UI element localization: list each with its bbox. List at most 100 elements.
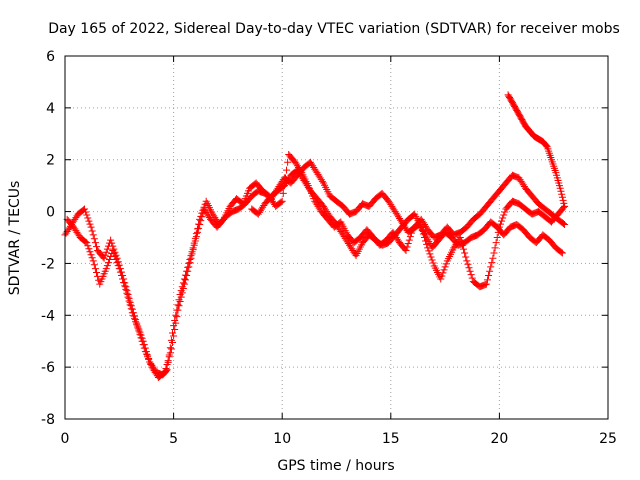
data-point [113, 259, 121, 267]
data-point [498, 217, 506, 225]
data-point [558, 190, 566, 198]
data-point [176, 297, 184, 305]
data-point [406, 233, 414, 241]
data-point [169, 339, 177, 347]
data-point [171, 326, 179, 334]
data-point [178, 289, 186, 297]
data-point [424, 244, 432, 252]
data-point [189, 246, 197, 254]
data-point [495, 223, 503, 231]
data-point [115, 265, 123, 273]
data-point [102, 265, 110, 273]
x-tick-label: 5 [169, 431, 178, 447]
x-tick-label: 20 [490, 431, 508, 447]
data-point [500, 211, 508, 219]
data-point [185, 263, 193, 271]
data-point [134, 324, 142, 332]
data-point [103, 262, 111, 270]
data-point [88, 254, 96, 262]
data-point [124, 293, 132, 301]
data-point [422, 237, 430, 245]
data-point [441, 263, 449, 271]
data-point [461, 249, 469, 257]
data-point [139, 341, 147, 349]
data-point [84, 242, 92, 250]
y-tick-label: -8 [41, 412, 55, 428]
data-point [197, 217, 205, 225]
data-point [559, 196, 567, 204]
data-point [121, 282, 129, 290]
data-point [174, 306, 182, 314]
data-point [420, 234, 428, 241]
data-point [186, 259, 194, 267]
data-point [140, 344, 148, 352]
data-point [418, 227, 426, 235]
data-point [184, 267, 192, 275]
data-point [426, 250, 434, 258]
x-tick-label: 10 [273, 431, 291, 447]
y-tick-label: 2 [46, 153, 55, 169]
x-axis-label: GPS time / hours [277, 458, 394, 474]
y-axis-label: SDTVAR / TECUs [7, 181, 23, 296]
data-point [107, 236, 115, 244]
data-point [102, 248, 110, 256]
data-point [88, 227, 96, 235]
data-point [425, 247, 433, 255]
data-point [284, 158, 292, 166]
data-point [493, 234, 501, 241]
data-point [106, 256, 114, 264]
data-point [180, 280, 188, 288]
data-point [405, 236, 413, 244]
data-point [487, 263, 495, 271]
data-point [499, 214, 507, 222]
data-point [167, 345, 175, 353]
data-point [89, 257, 97, 265]
data-point [190, 241, 198, 249]
data-point [428, 256, 436, 264]
data-point [318, 177, 326, 185]
data-point [138, 337, 146, 345]
data-point [188, 250, 196, 258]
data-point [85, 245, 93, 253]
data-point [111, 253, 119, 261]
data-point [92, 269, 100, 277]
data-point [560, 199, 568, 207]
data-point [173, 313, 181, 321]
data-point [457, 237, 465, 245]
data-point [458, 241, 466, 249]
data-point [557, 187, 565, 195]
data-point [133, 321, 141, 329]
y-tick-label: 0 [46, 205, 55, 221]
data-point [132, 318, 140, 326]
data-point [82, 238, 90, 246]
data-point [483, 276, 491, 284]
data-point [116, 268, 124, 276]
data-point [89, 231, 97, 239]
data-point [86, 220, 94, 228]
data-point [172, 311, 180, 319]
data-point [109, 246, 117, 254]
data-point [283, 166, 291, 174]
data-point [123, 289, 131, 297]
chart-title: Day 165 of 2022, Sidereal Day-to-day VTE… [48, 21, 620, 37]
data-point [91, 265, 99, 273]
data-point [542, 141, 550, 149]
data-point [172, 319, 180, 327]
data-point [277, 198, 285, 206]
data-point [460, 245, 468, 253]
data-point [556, 184, 564, 192]
data-point [175, 302, 183, 310]
data-point [485, 272, 493, 280]
data-point [103, 245, 111, 253]
data-point [407, 229, 415, 237]
data-point [128, 309, 136, 317]
data-point [183, 272, 191, 280]
data-point [166, 349, 174, 357]
data-point [125, 297, 133, 305]
data-point [136, 330, 144, 338]
data-point [403, 243, 411, 251]
data-point [442, 260, 450, 268]
data-point [482, 280, 490, 288]
data-point [429, 259, 437, 267]
